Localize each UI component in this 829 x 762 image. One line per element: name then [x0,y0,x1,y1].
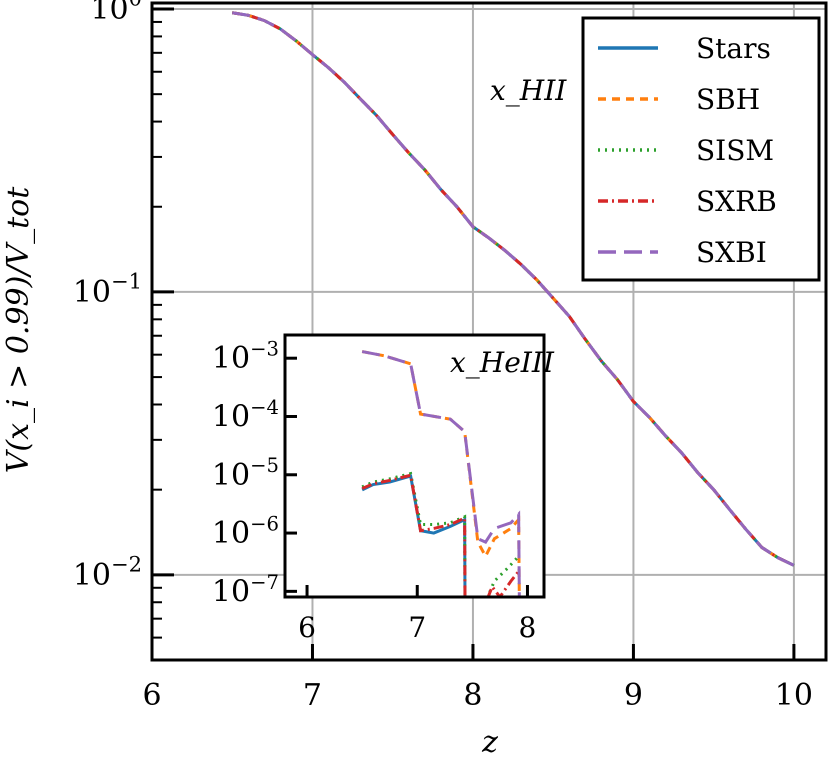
main-series-group [232,11,795,567]
series-line-inset-sxbi [361,350,521,597]
main-x-tick-label: 10 [775,678,813,713]
main-y-tick-label-base: 10 [73,558,111,593]
main-y-tick-label-exponent: −1 [111,269,142,293]
inset-y-tick-label: 10−3 [212,338,279,377]
main-x-tick-label: 8 [463,678,482,713]
inset-y-tick-label-exponent: −3 [250,338,279,361]
main-y-tick-label-exponent: 0 [129,0,142,10]
inset-tick-labels: 6 7 810−310−410−510−610−7 [212,338,536,644]
main-y-tick-label: 100 [90,0,142,27]
inset-y-tick-label-exponent: −6 [250,512,279,535]
inset-x-tick-label: 6 [298,611,316,644]
inset-y-tick-label-exponent: −7 [250,571,279,594]
inset-y-tick-label: 10−6 [212,512,279,551]
main-x-tick-label: 7 [303,678,322,713]
main-plot-frame [150,1,828,662]
inset-y-tick-label: 10−5 [212,454,279,493]
inset-series-group [361,350,521,597]
inset-panel-label: x_HeIII [450,346,555,379]
main-x-tick-label: 6 [142,678,161,713]
main-tick-labels: 67891010010−110−2 [73,0,813,713]
main-ticks [150,7,796,661]
inset-y-tick-label-exponent: −5 [250,454,279,477]
inset-plot-frame [283,333,546,599]
inset-x-tick-label: 8 [519,611,537,644]
series-line-inset-sbh [361,350,521,597]
legend-label-sism: SISM [696,134,774,167]
series-line-main-sxbi [232,11,795,567]
inset-x-tick-label: 7 [408,611,426,644]
legend: Stars SBH SISM SXRB SXBI [581,16,821,282]
y-axis-title: V(x_i > 0.99)/V_tot [1,186,36,473]
legend-label-sbh: SBH [696,83,760,116]
inset-ticks [285,356,529,597]
series-line-inset-sxrb [361,473,520,597]
main-y-tick-label-base: 10 [90,0,128,27]
main-y-tick-label-base: 10 [73,275,111,310]
main-y-tick-label-exponent: −2 [111,552,142,576]
main-panel-label: x_HII [490,74,567,107]
inset-y-tick-label-base: 10 [212,399,250,434]
x-axis-title: z [481,725,498,760]
main-y-tick-label: 10−2 [73,552,142,593]
main-x-tick-label: 9 [624,678,643,713]
series-line-inset-sism [361,471,520,597]
inset-y-tick-label-base: 10 [212,574,250,609]
legend-label-sxbi: SXBI [696,236,767,269]
legend-box [581,16,821,282]
legend-label-stars: Stars [696,32,771,65]
main-y-tick-label: 10−1 [73,269,142,310]
inset-y-tick-label-exponent: −4 [250,396,279,419]
inset-y-tick-label-base: 10 [212,341,250,376]
inset-y-tick-label: 10−4 [212,396,279,435]
inset-y-tick-label-base: 10 [212,516,250,551]
inset-y-tick-label: 10−7 [212,571,279,610]
inset-y-tick-label-base: 10 [212,458,250,493]
legend-label-sxrb: SXRB [696,185,777,218]
